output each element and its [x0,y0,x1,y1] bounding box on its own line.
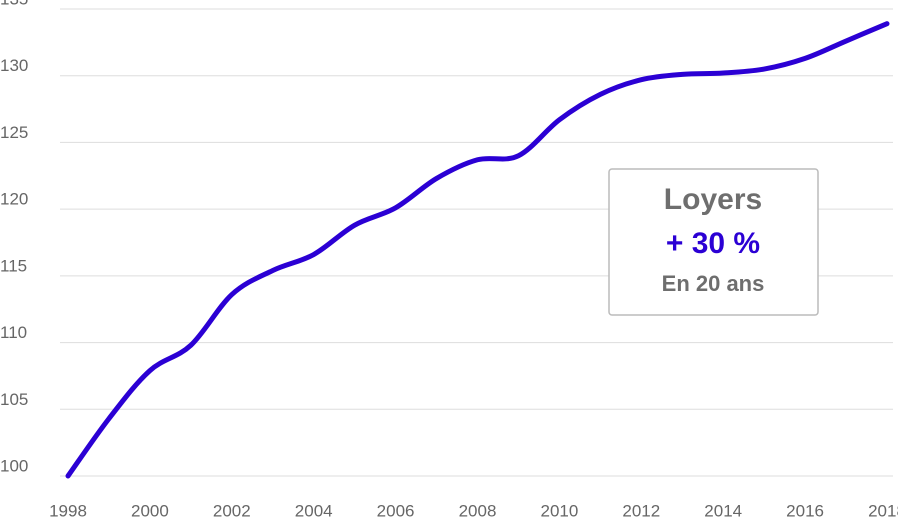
x-tick-label: 1998 [49,501,87,520]
x-tick-label: 2010 [540,501,578,520]
x-tick-label: 2002 [213,501,251,520]
y-tick-label: 115 [0,256,27,275]
y-tick-label: 120 [0,190,28,209]
annotation-box [608,168,819,316]
y-tick-label: 135 [0,0,28,8]
y-tick-label: 130 [0,56,28,75]
x-tick-label: 2016 [786,501,824,520]
x-tick-label: 2000 [131,501,169,520]
y-tick-label: 125 [0,123,28,142]
grid [60,8,893,477]
y-tick-label: 105 [0,390,28,409]
y-tick-label: 110 [0,323,27,342]
x-tick-label: 2018 [868,501,898,520]
x-tick-label: 2008 [459,501,497,520]
y-tick-label: 100 [0,456,28,475]
x-tick-label: 2004 [295,501,333,520]
annotation-highlight: + 30 % [666,227,760,260]
x-tick-label: 2006 [377,501,415,520]
line [65,21,890,479]
annotation-title: Loyers [664,183,762,216]
x-tick-label: 2012 [622,501,660,520]
annotation-subtitle: En 20 ans [662,271,765,296]
annotation: Loyers + 30 % En 20 ans [608,168,819,316]
x-tick-label: 2014 [704,501,742,520]
